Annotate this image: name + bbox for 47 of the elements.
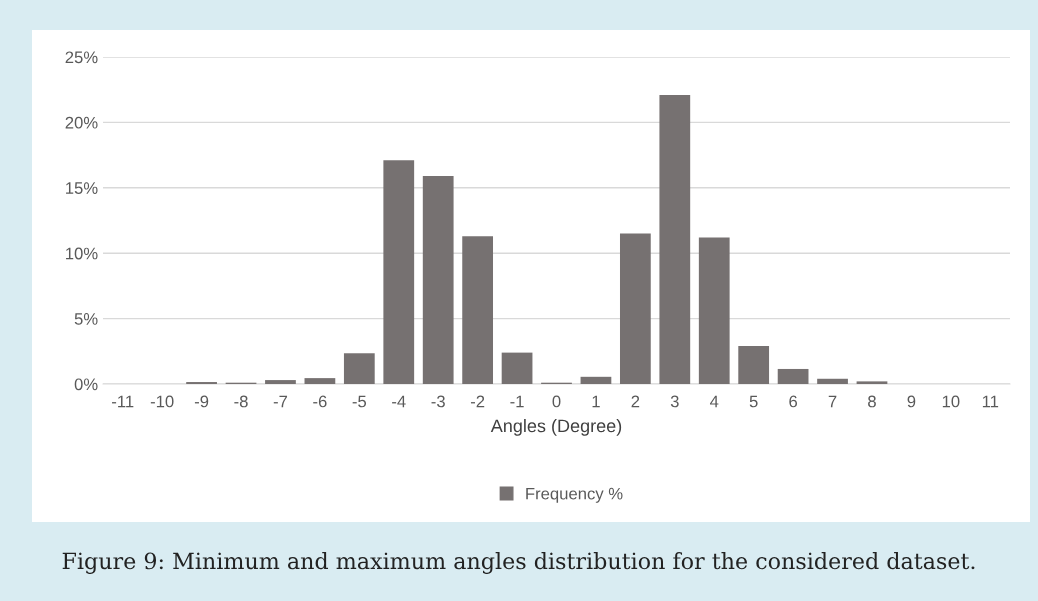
bar [698,237,730,384]
x-tick-label: 2 [631,395,640,408]
y-tick-label: 5% [74,313,98,325]
x-tick-label: -5 [352,395,367,408]
bar [304,378,336,384]
bar [856,381,888,384]
x-tick-label: 5 [749,395,758,408]
bar [659,94,691,384]
x-tick-label: 10 [942,395,960,408]
caption: Figure 9: Minimum and maximum angles distribution for the considered dataset. [62,552,975,574]
x-tick-label: 8 [868,395,876,408]
x-tick-label: 0 [552,395,561,408]
x-tick-label: 1 [592,395,600,408]
bar [619,233,651,384]
x-tick-label: 9 [907,395,916,408]
y-tick-label: 20% [65,116,98,129]
bar [501,352,533,384]
bar [777,368,809,384]
x-tick-label: -9 [194,395,209,408]
x-tick-label: 11 [982,395,999,408]
bar [343,353,375,384]
x-tick-label: -6 [313,395,327,408]
x-tick-label: -8 [234,395,248,408]
legend-label: Frequency % [526,487,623,503]
x-tick-label: -4 [392,395,406,408]
y-tick-label: 15% [66,182,98,194]
bar [738,346,770,384]
x-tick-label: -3 [431,395,445,408]
x-tick-label: 6 [789,395,798,408]
bar [580,376,612,384]
bar [462,236,494,384]
x-tick-label: 3 [670,395,679,408]
bar [265,380,296,384]
x-tick-label: -10 [150,395,174,408]
y-tick-label: 10% [66,247,98,260]
x-axis-title: Angles (Degree) [490,418,622,436]
x-tick-label: -1 [510,395,524,408]
bar [422,176,454,384]
x-tick-label: 7 [828,395,837,408]
x-tick-label: -2 [470,395,485,408]
x-tick-label: -11 [112,395,134,408]
bar [817,378,848,384]
y-tick-label: 25% [65,51,98,64]
y-tick-label: 0% [74,378,98,391]
x-tick-label: 4 [709,395,719,408]
bar [383,160,415,384]
x-tick-label: -7 [273,395,288,408]
